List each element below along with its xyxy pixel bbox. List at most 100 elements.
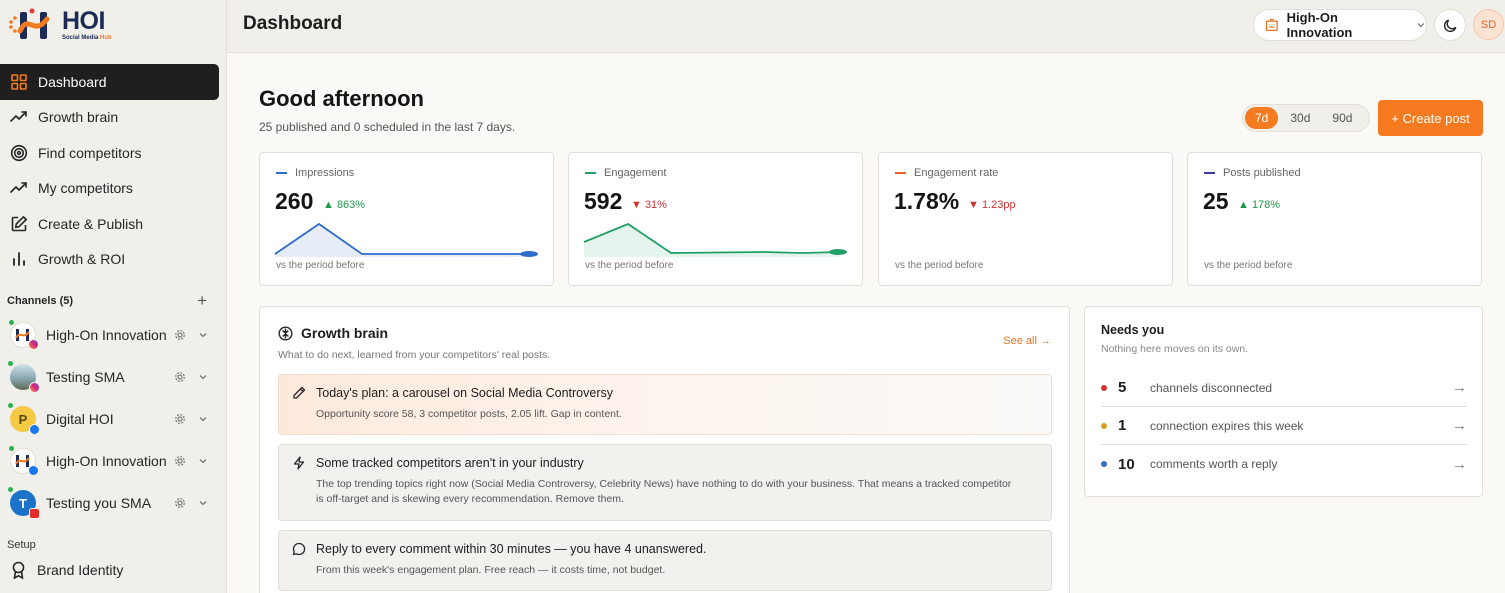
kpi-footnote: vs the period before [895,260,984,271]
target-icon [10,144,28,161]
arrow-right-icon: → [1452,417,1467,434]
nav-label: My competitors [38,180,133,197]
channel-item[interactable]: P Digital HOI [0,398,227,440]
channels-header: Channels (5) + [7,292,207,309]
see-all-link[interactable]: See all → [1003,335,1051,347]
page-title: Dashboard [243,13,343,34]
channel-item[interactable]: T Testing you SMA [0,482,227,524]
sidebar: HOI Social Media Hub Dashboard Growth br… [0,0,227,593]
kpi-card-engagement[interactable]: Engagement 592 ▼ 31% vs the period befor… [568,152,863,286]
kpi-delta: ▲ 863% [323,199,366,211]
recommendation-body: From this week's engagement plan. Free r… [316,564,666,576]
range-30d-button[interactable]: 30d [1290,111,1311,125]
recommendation-item[interactable]: Today's plan: a carousel on Social Media… [278,374,1052,435]
channels-label: Channels (5) [7,294,74,307]
kpi-value: 260 [275,188,314,214]
recommendation-title: Reply to every comment within 30 minutes… [316,542,707,556]
facebook-icon [29,424,40,435]
arrow-right-icon: → [1452,455,1467,473]
bar-chart-icon [13,252,25,267]
chevron-down-icon[interactable] [198,372,208,382]
nav-label: Dashboard [38,73,107,90]
growth-brain-card: Growth brain What to do next, learned fr… [259,306,1070,593]
card-title: Needs you [1101,323,1165,337]
range-90d-button[interactable]: 90d [1332,111,1353,125]
nav-label: Growth & ROI [38,251,126,268]
kpi-card-impressions[interactable]: Impressions 260 ▲ 863% vs the period bef… [259,152,554,286]
comment-icon [292,542,306,556]
kpi-card-engagement-rate[interactable]: Engagement rate 1.78% ▼ 1.23pp vs the pe… [878,152,1173,286]
channel-name: Digital HOI [46,411,114,427]
channel-avatar [9,320,39,350]
workspace-name: High-On Innovation [1286,10,1353,40]
recommendation-item[interactable]: Reply to every comment within 30 minutes… [278,530,1052,591]
kpi-value: 592 [584,188,623,214]
kpi-delta: ▼ 1.23pp [968,199,1016,211]
create-post-button[interactable]: + Create post [1378,100,1483,136]
needs-item-expiring[interactable]: 1 connection expires this week → [1101,407,1467,445]
facebook-icon [28,465,39,476]
channel-name: High-On Innovation [46,453,167,469]
nav-item-growth-roi[interactable]: Growth & ROI [0,242,219,278]
kpi-label: Posts published [1223,167,1301,179]
instagram-icon [28,339,39,350]
logo-mark-icon [8,7,58,43]
chevron-down-icon[interactable] [198,498,208,508]
kpi-delta: ▲ 178% [1238,199,1281,211]
trend-up-icon [10,182,27,194]
nav-item-dashboard[interactable]: Dashboard [0,64,219,100]
chevron-down-icon[interactable] [198,414,208,424]
card-title: Growth brain [301,325,389,341]
channel-avatar [9,446,39,476]
needs-item-comments[interactable]: 10 comments worth a reply → [1101,445,1467,483]
channel-item[interactable]: Testing SMA [0,356,227,398]
needs-text: comments worth a reply [1150,457,1278,471]
recommendation-body: The top trending topics right now (Socia… [316,478,1012,505]
channel-item[interactable]: High-On Innovation [0,314,227,356]
workspace-switcher[interactable]: High-On Innovation [1253,9,1427,41]
grid-icon [11,73,27,90]
chevron-down-icon[interactable] [198,456,208,466]
range-7d-button[interactable]: 7d [1245,107,1279,129]
nav-item-growth-brain[interactable]: Growth brain [0,100,219,136]
chevron-down-icon [1417,23,1425,28]
youtube-icon [29,508,40,519]
channel-avatar: T [8,487,40,519]
recommendation-item[interactable]: Some tracked competitors aren't in your … [278,444,1052,521]
engagement-sparkline [583,222,847,257]
award-icon [12,561,25,579]
gear-icon[interactable] [174,497,186,509]
gear-icon[interactable] [174,329,186,341]
chevron-down-icon[interactable] [198,330,208,340]
add-channel-button[interactable]: + [197,291,207,310]
status-dot [1101,384,1107,391]
kpi-value: 25 [1203,188,1229,214]
logo[interactable]: HOI Social Media Hub [8,6,112,44]
kpi-footnote: vs the period before [276,260,365,271]
nav-label: Growth brain [38,109,119,126]
gear-icon[interactable] [174,455,186,467]
kpi-card-posts-published[interactable]: Posts published 25 ▲ 178% vs the period … [1187,152,1482,286]
trend-up-icon [10,111,27,123]
channel-avatar [8,361,40,393]
nav-label: Brand Identity [37,562,124,578]
edit-icon [11,215,27,232]
gear-icon[interactable] [174,413,186,425]
gear-icon[interactable] [174,371,186,383]
nav-item-brand-identity[interactable]: Brand Identity [10,561,123,579]
nav-item-my-competitors[interactable]: My competitors [0,171,219,207]
user-avatar[interactable]: SD [1473,9,1504,40]
needs-item-disconnected[interactable]: 5 channels disconnected → [1101,369,1467,407]
theme-toggle-button[interactable] [1434,9,1466,41]
brain-icon [278,325,293,341]
needs-count: 10 [1118,455,1135,473]
channel-name: Testing you SMA [46,495,152,511]
channel-list: High-On Innovation Testing SMA P Digital… [0,314,227,524]
kpi-label: Engagement rate [914,167,999,179]
setup-label: Setup [7,539,36,551]
nav-item-find-competitors[interactable]: Find competitors [0,135,219,171]
recommendation-body: Opportunity score 58, 3 competitor posts… [316,408,622,420]
channel-avatar: P [8,403,40,435]
nav-item-create-publish[interactable]: Create & Publish [0,206,219,242]
channel-item[interactable]: High-On Innovation [0,440,227,482]
